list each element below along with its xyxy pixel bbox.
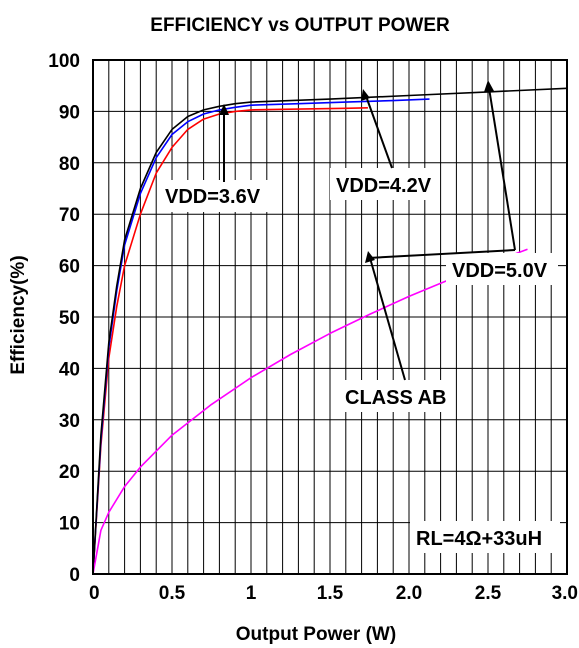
y-axis-label: Efficiency(%) (8, 255, 29, 374)
chart-title: EFFICIENCY vs OUTPUT POWER (150, 15, 450, 36)
y-tick-label: 70 (59, 205, 80, 226)
x-tick-label: 1.5 (317, 583, 344, 604)
vdd50-arrow-a (488, 87, 516, 251)
series-line-vdd-5-0v (92, 87, 568, 575)
x-tick-label: 2.0 (396, 583, 422, 604)
series-line-vdd-3-6v (92, 107, 368, 575)
vdd42-arrow-head (361, 89, 370, 101)
classab-arrow-head (365, 251, 375, 263)
x-tick-label: 0.5 (159, 583, 186, 604)
y-tick-label: 10 (59, 514, 80, 535)
y-tick-label: 80 (59, 154, 80, 175)
tick-labels: 0 0.5 1 1.5 2.0 2.5 3.0 0 10 20 30 40 50 60 70 80 90 100 (48, 51, 578, 604)
x-tick-label: 3.0 (552, 583, 578, 604)
y-tick-label: 40 (59, 359, 80, 380)
classab-label: CLASS AB (345, 387, 446, 409)
vdd50-label-box (446, 253, 558, 285)
x-tick-label: 1 (246, 583, 257, 604)
vdd36-arrow-head (219, 104, 229, 115)
vdd50-label: VDD=5.0V (452, 260, 548, 282)
load-label: RL=4Ω+33uH (416, 528, 542, 550)
classab-arrow (369, 257, 406, 381)
y-tick-label: 90 (59, 102, 80, 123)
classab-label-box (338, 380, 454, 412)
vdd42-label: VDD=4.2V (336, 175, 432, 197)
y-tick-label: 20 (59, 462, 80, 483)
series-layer (92, 87, 568, 575)
series-line-class-ab (92, 248, 528, 575)
vdd36-label-box (160, 180, 270, 212)
y-tick-label: 30 (59, 411, 80, 432)
x-tick-label: 0 (89, 583, 100, 604)
y-tick-label: 0 (69, 565, 80, 586)
x-tick-label: 2.5 (475, 583, 502, 604)
vdd42-arrow (365, 95, 393, 169)
plot-frame (92, 59, 568, 575)
vdd42-label-box (330, 168, 440, 200)
y-tick-label: 100 (48, 51, 80, 72)
vdd36-label: VDD=3.6V (165, 186, 261, 208)
x-axis-label: Output Power (W) (236, 624, 396, 645)
arrow-heads (219, 80, 494, 263)
annotation-arrows (223, 87, 516, 381)
load-label-box (410, 521, 560, 553)
y-tick-label: 50 (59, 308, 80, 329)
y-tick-label: 60 (59, 257, 80, 278)
vdd50-arrow-b (367, 249, 516, 259)
vdd50-arrow-head (484, 80, 494, 92)
